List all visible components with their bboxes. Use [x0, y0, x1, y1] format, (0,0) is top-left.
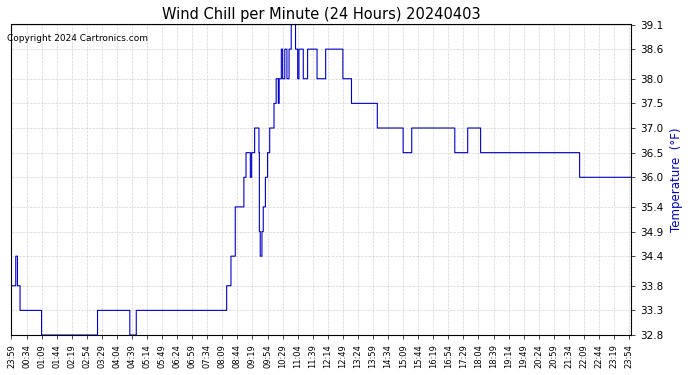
- Y-axis label: Temperature  (°F): Temperature (°F): [670, 128, 683, 232]
- Title: Wind Chill per Minute (24 Hours) 20240403: Wind Chill per Minute (24 Hours) 2024040…: [162, 7, 480, 22]
- Text: Copyright 2024 Cartronics.com: Copyright 2024 Cartronics.com: [7, 34, 148, 43]
